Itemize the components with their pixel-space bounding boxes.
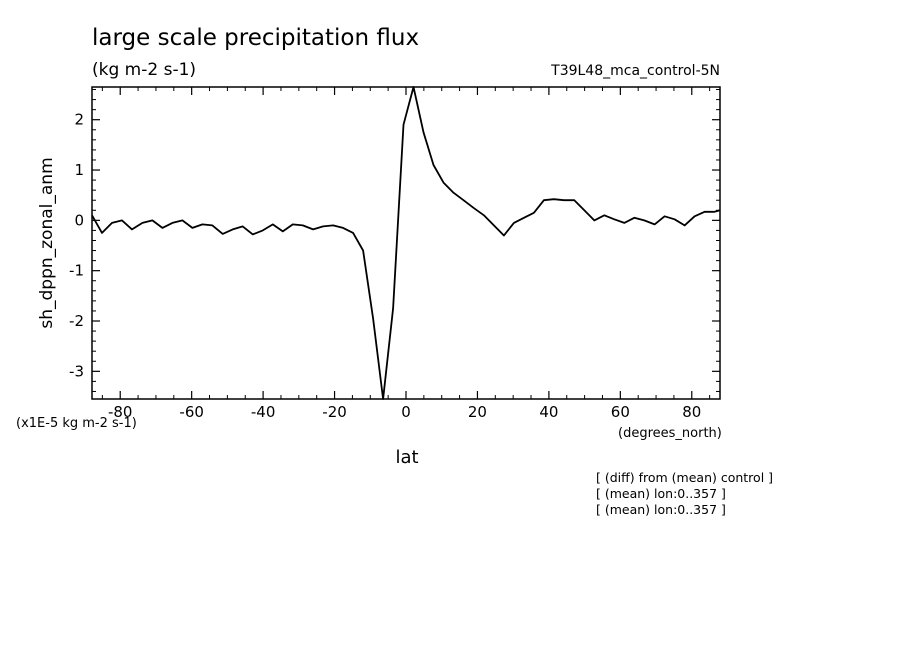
x-tick-label: 60 [611, 403, 630, 421]
annotation-line-1: [ (diff) from (mean) control ] [596, 470, 773, 485]
y-tick-label: -1 [69, 262, 84, 280]
series-line [91, 86, 721, 400]
chart-title: large scale precipitation flux [92, 25, 419, 51]
run-label: T39L48_mca_control-5N [550, 63, 720, 79]
x-axis-label: lat [395, 447, 418, 468]
x-tick-label: -80 [108, 403, 133, 421]
y-tick-label: -3 [69, 362, 84, 380]
y-axis-ticks: 2 1 0 -1 -2 -3 [69, 111, 720, 380]
x-tick-label: -60 [179, 403, 204, 421]
minor-ticks [92, 87, 720, 399]
annotation-line-3: [ (mean) lon:0..357 ] [596, 502, 726, 517]
x-tick-label: 40 [539, 403, 558, 421]
y-tick-label: 1 [74, 161, 84, 179]
plot-frame [91, 86, 721, 400]
x-tick-label: 80 [682, 403, 701, 421]
x-tick-label: -20 [322, 403, 347, 421]
annotation-line-2: [ (mean) lon:0..357 ] [596, 486, 726, 501]
y-units-label: (x1E-5 kg m-2 s-1) [16, 416, 137, 431]
x-axis-ticks: -80 -60 -40 -20 0 20 40 60 80 [108, 87, 701, 421]
y-tick-label: 0 [74, 211, 84, 229]
x-tick-label: -40 [251, 403, 276, 421]
chart-subtitle: (kg m-2 s-1) [92, 60, 196, 80]
series-layer [91, 86, 721, 400]
x-tick-label: 0 [401, 403, 411, 421]
y-axis-label: sh_dppn_zonal_anm [37, 157, 57, 328]
x-units-label: (degrees_north) [618, 426, 722, 441]
x-tick-label: 20 [468, 403, 487, 421]
y-tick-label: 2 [74, 111, 84, 129]
y-tick-label: -2 [69, 312, 84, 330]
